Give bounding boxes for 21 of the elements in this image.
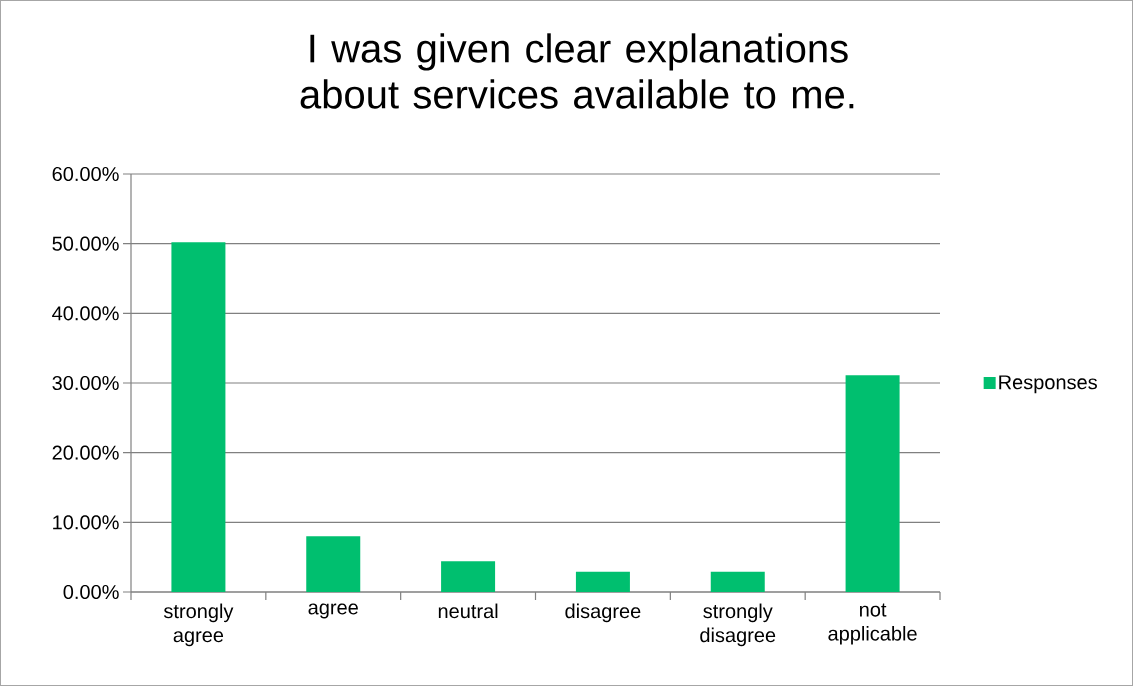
- bar: [710, 571, 765, 592]
- bar: [845, 375, 900, 592]
- legend-label: Responses: [999, 375, 1097, 394]
- bar: [171, 242, 226, 592]
- y-tick-label: 40.00%: [52, 306, 119, 321]
- x-tick-label: strongly agree: [163, 603, 234, 647]
- y-tick-label: 50.00%: [52, 236, 119, 251]
- x-tick-label: not applicable: [828, 603, 917, 645]
- x-tick-label: neutral: [438, 603, 498, 619]
- x-tick-label: agree: [308, 603, 358, 619]
- x-tick-label: disagree: [565, 603, 641, 623]
- bar: [306, 536, 361, 592]
- bar: [441, 561, 496, 592]
- y-tick-label: 20.00%: [52, 445, 119, 460]
- y-tick-label: 30.00%: [52, 375, 119, 391]
- x-tick-label: strongly disagree: [700, 603, 776, 647]
- bar: [575, 571, 630, 592]
- y-tick-label: 0.00%: [63, 584, 119, 600]
- chart-title: I was given clear explanations about services available to me.: [300, 33, 854, 109]
- y-tick-label: 10.00%: [53, 515, 119, 530]
- y-tick-label: 60.00%: [52, 166, 119, 182]
